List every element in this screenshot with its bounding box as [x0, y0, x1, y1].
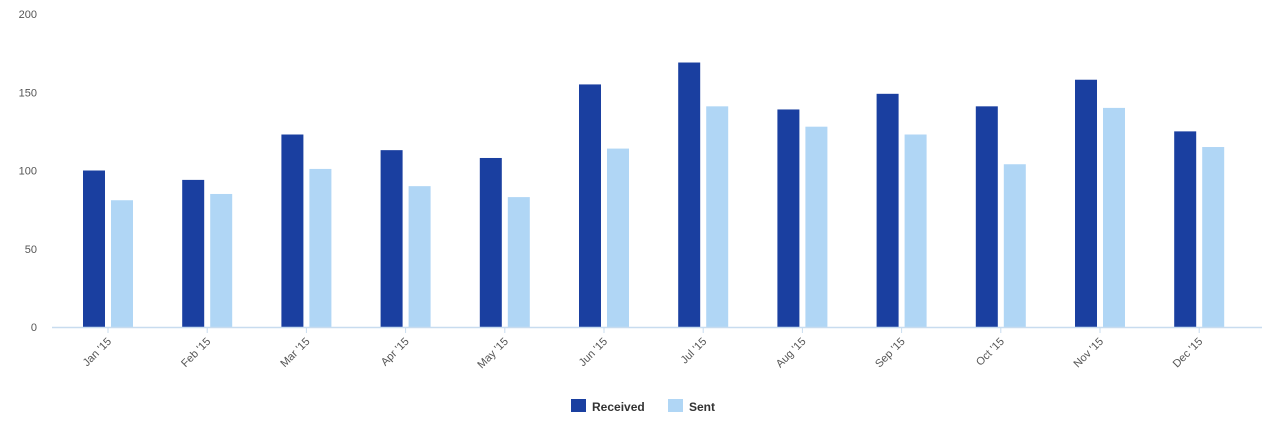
bar-received[interactable]	[380, 150, 403, 327]
bar-sent[interactable]	[904, 134, 927, 327]
x-tick-label: Jul '15	[679, 336, 710, 367]
bar-sent[interactable]	[210, 193, 233, 327]
bar-sent[interactable]	[1202, 147, 1225, 327]
y-tick-label: 150	[19, 87, 37, 99]
bar-sent[interactable]	[507, 197, 530, 327]
x-tick-label: Jun '15	[577, 336, 610, 369]
x-tick-label: Aug '15	[774, 336, 809, 371]
bar-sent[interactable]	[1103, 107, 1125, 328]
x-tick-label: Dec '15	[1171, 336, 1206, 371]
bar-sent[interactable]	[607, 148, 629, 327]
bar-sent[interactable]	[1003, 164, 1026, 327]
bar-received[interactable]	[1174, 131, 1197, 327]
x-tick-label: Jan '15	[81, 336, 114, 369]
x-axis: Jan '15 Feb '15 Mar '15 Apr '15 May '15 Jun '…	[81, 327, 1206, 371]
y-tick-label: 0	[31, 322, 37, 334]
bar-received[interactable]	[182, 179, 205, 327]
legend-label-sent[interactable]: Sent	[689, 400, 715, 414]
x-tick-label: May '15	[475, 336, 510, 371]
bar-received[interactable]	[876, 93, 899, 327]
bars-group	[83, 62, 1225, 328]
bar-received[interactable]	[1075, 79, 1097, 327]
x-tick-label: Mar '15	[278, 336, 312, 370]
legend: Received Sent	[571, 399, 715, 414]
bar-received[interactable]	[83, 170, 105, 328]
x-tick-label: Feb '15	[179, 336, 213, 370]
x-tick-label: Sep '15	[873, 336, 908, 371]
y-tick-label: 200	[19, 9, 37, 21]
x-tick-label: Apr '15	[379, 336, 412, 369]
bar-sent[interactable]	[111, 200, 133, 327]
y-axis: 0 50 100 150 200	[19, 9, 37, 334]
bar-received[interactable]	[281, 134, 304, 327]
bar-sent[interactable]	[805, 126, 828, 328]
bar-received[interactable]	[678, 62, 701, 327]
y-tick-label: 50	[25, 244, 37, 256]
x-tick-label: Oct '15	[974, 336, 1007, 369]
bar-received[interactable]	[579, 84, 601, 327]
bar-received[interactable]	[975, 106, 998, 328]
bar-sent[interactable]	[309, 168, 332, 327]
bar-sent[interactable]	[706, 106, 729, 328]
y-tick-label: 100	[19, 166, 37, 178]
legend-label-received[interactable]: Received	[592, 400, 645, 414]
bar-received[interactable]	[479, 157, 502, 327]
legend-swatch-received[interactable]	[571, 399, 586, 412]
bar-sent[interactable]	[408, 186, 431, 327]
x-tick-label: Nov '15	[1072, 336, 1107, 371]
legend-swatch-sent[interactable]	[668, 399, 683, 412]
bar-received[interactable]	[777, 109, 800, 327]
